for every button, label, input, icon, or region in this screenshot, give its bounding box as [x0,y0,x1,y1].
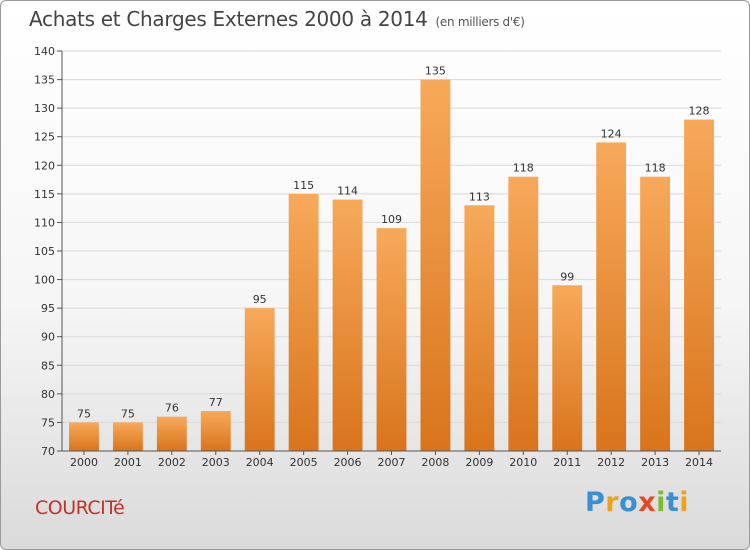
x-tick-label: 2007 [378,456,406,469]
x-tick-label: 2004 [246,456,274,469]
value-label: 128 [689,105,710,118]
commune-name: COURCITé [35,497,125,519]
bar-2006 [332,199,363,451]
x-tick-label: 2011 [553,456,581,469]
bar-2014 [684,119,714,452]
value-label: 118 [645,162,666,175]
x-tick-label: 2002 [158,456,186,469]
bar-2004 [244,308,275,451]
bar-2009 [464,205,495,451]
bar-2005 [288,193,319,451]
x-tick-label: 2005 [290,456,318,469]
axes: 70 75 80 85 90 95 100 105 110 115 120 125 130 135 140 2… [34,45,721,469]
y-tick-label: 115 [34,188,55,201]
value-label: 109 [381,213,402,226]
y-tick-label: 120 [34,159,55,172]
bar-2000 [69,422,99,451]
x-tick-label: 2000 [70,456,98,469]
logo-letter: r [605,487,620,518]
bar-2012 [596,142,627,451]
logo-letter: i [656,487,666,518]
value-label: 113 [469,190,490,203]
bars [69,79,714,452]
x-tick-label: 2006 [334,456,362,469]
logo-letter: P [585,487,606,518]
value-label: 114 [337,185,358,198]
y-tick-label: 105 [34,245,55,258]
y-tick-label: 130 [34,102,55,115]
x-tick-label: 2012 [597,456,625,469]
value-label: 75 [77,407,91,420]
value-labels: 75 75 76 77 95 115 114 109 135 113 118 99 124 118 128 [77,65,710,421]
y-tick-label: 90 [41,331,55,344]
bar-2008 [420,79,451,452]
x-tick-label: 2010 [509,456,537,469]
y-tick-label: 110 [34,216,55,229]
title-text: Achats et Charges Externes 2000 à 2014 [29,7,428,31]
y-tick-label: 85 [41,359,55,372]
value-label: 118 [513,162,534,175]
logo-letter: t [665,487,680,518]
logo-letter: x [638,487,657,518]
value-label: 76 [165,402,179,415]
bar-2002 [156,416,187,451]
bar-2001 [112,422,143,451]
y-tick-label: 80 [41,388,55,401]
y-tick-label: 75 [41,416,55,429]
y-tick-label: 70 [41,445,55,458]
value-label: 115 [293,179,314,192]
chart-title: Achats et Charges Externes 2000 à 2014 (e… [29,7,525,31]
y-tick-label: 95 [41,302,55,315]
logo-letter: i [679,487,690,518]
value-label: 75 [121,407,135,420]
bar-2010 [508,176,539,451]
logo-letter: o [619,487,639,518]
value-label: 135 [425,65,446,78]
bar-2011 [552,285,583,451]
value-label: 99 [560,270,574,283]
bar-2003 [200,411,231,451]
proxiti-logo: Proxiti [585,487,689,518]
y-tick-label: 140 [34,45,55,58]
y-tick-label: 135 [34,74,55,87]
value-label: 95 [253,293,267,306]
chart-subtitle: (en milliers d'€) [435,15,525,29]
x-tick-label: 2003 [202,456,230,469]
y-tick-label: 125 [34,131,55,144]
bar-2007 [376,228,407,451]
x-tick-label: 2001 [114,456,142,469]
value-label: 77 [209,396,223,409]
x-tick-label: 2014 [685,456,713,469]
x-tick-label: 2009 [465,456,493,469]
x-tick-label: 2008 [421,456,449,469]
value-label: 124 [601,127,622,140]
bar-2013 [640,176,671,451]
x-tick-label: 2013 [641,456,669,469]
y-tick-label: 100 [34,274,55,287]
